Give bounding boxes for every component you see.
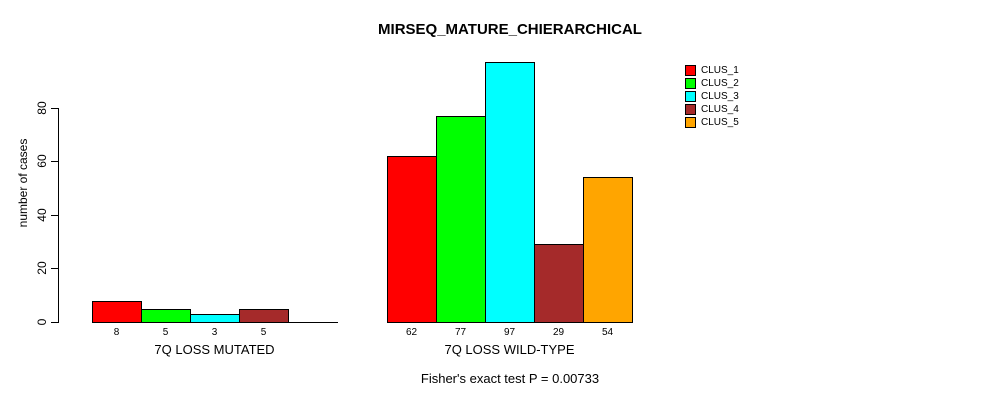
y-axis-tick (51, 107, 58, 109)
bar-clus_4 (239, 309, 289, 323)
y-axis-line (58, 107, 59, 323)
bar-clus_2 (436, 116, 486, 323)
bar-clus_2 (141, 309, 191, 323)
bar-clus_3 (485, 62, 535, 323)
y-axis-tick-label: 80 (35, 100, 49, 115)
legend-swatch-clus_4 (685, 104, 696, 115)
y-axis-tick (51, 161, 58, 163)
group-label: 7Q LOSS MUTATED (154, 342, 275, 357)
legend-label: CLUS_2 (701, 78, 739, 89)
y-axis-tick-label: 40 (35, 208, 49, 222)
bar-clus_3 (190, 314, 240, 323)
footnote: Fisher's exact test P = 0.00733 (420, 371, 600, 386)
bar-value-label: 62 (405, 327, 418, 338)
y-axis-tick-label: 60 (35, 154, 49, 168)
legend-swatch-clus_1 (685, 65, 696, 76)
y-axis-tick-label: 0 (35, 318, 49, 326)
legend-label: CLUS_1 (701, 65, 739, 76)
bar-clus_5 (583, 177, 633, 323)
y-axis-tick-label: 20 (35, 261, 49, 276)
legend-label: CLUS_3 (701, 91, 739, 102)
bar-clus_1 (92, 301, 142, 323)
y-axis-tick (51, 268, 58, 270)
bar-value-label: 5 (260, 327, 267, 338)
bar-value-label: 54 (601, 327, 614, 338)
bar-value-label: 8 (113, 327, 120, 338)
bar-value-label: 29 (552, 327, 565, 338)
legend-label: CLUS_4 (701, 104, 739, 115)
bar-clus_4 (534, 244, 584, 323)
legend-swatch-clus_2 (685, 78, 696, 89)
bar-value-label: 97 (503, 327, 516, 338)
y-axis-tick (51, 214, 58, 216)
legend-swatch-clus_5 (685, 117, 696, 128)
bar-clus_1 (387, 156, 437, 323)
bar-value-label: 77 (454, 327, 467, 338)
legend-swatch-clus_3 (685, 91, 696, 102)
chart-title: MIRSEQ_MATURE_CHIERARCHICAL (378, 21, 642, 38)
group-label: 7Q LOSS WILD-TYPE (444, 342, 575, 357)
y-axis-tick (51, 322, 58, 323)
bar-value-label: 5 (162, 327, 169, 338)
legend-label: CLUS_5 (701, 117, 739, 128)
bar-value-label: 3 (211, 327, 218, 338)
